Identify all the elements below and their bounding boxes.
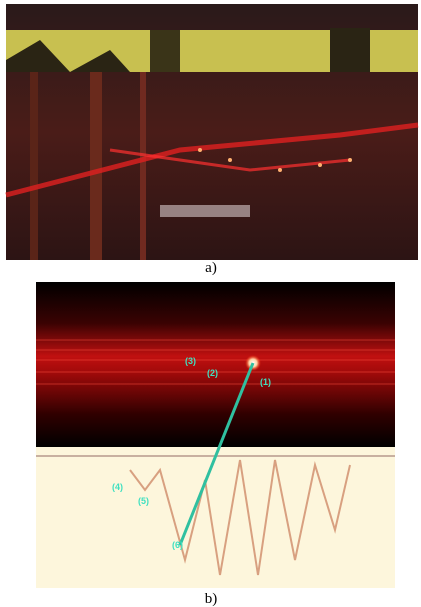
caption-a: a) (205, 260, 217, 276)
label: (2) (207, 368, 218, 378)
label: (3) (185, 356, 196, 366)
label: (1) (260, 377, 271, 387)
label: (6) (172, 540, 183, 550)
photo-a (6, 4, 418, 260)
page: a) (3) (2) (1) (4) (5) (6) b) (() => { c… (0, 0, 421, 607)
caption-b: b) (205, 591, 218, 607)
label: (4) (112, 482, 123, 492)
figure: a) (3) (2) (1) (4) (5) (6) b) (0, 0, 421, 607)
label: (5) (138, 496, 149, 506)
image-b (36, 282, 395, 588)
